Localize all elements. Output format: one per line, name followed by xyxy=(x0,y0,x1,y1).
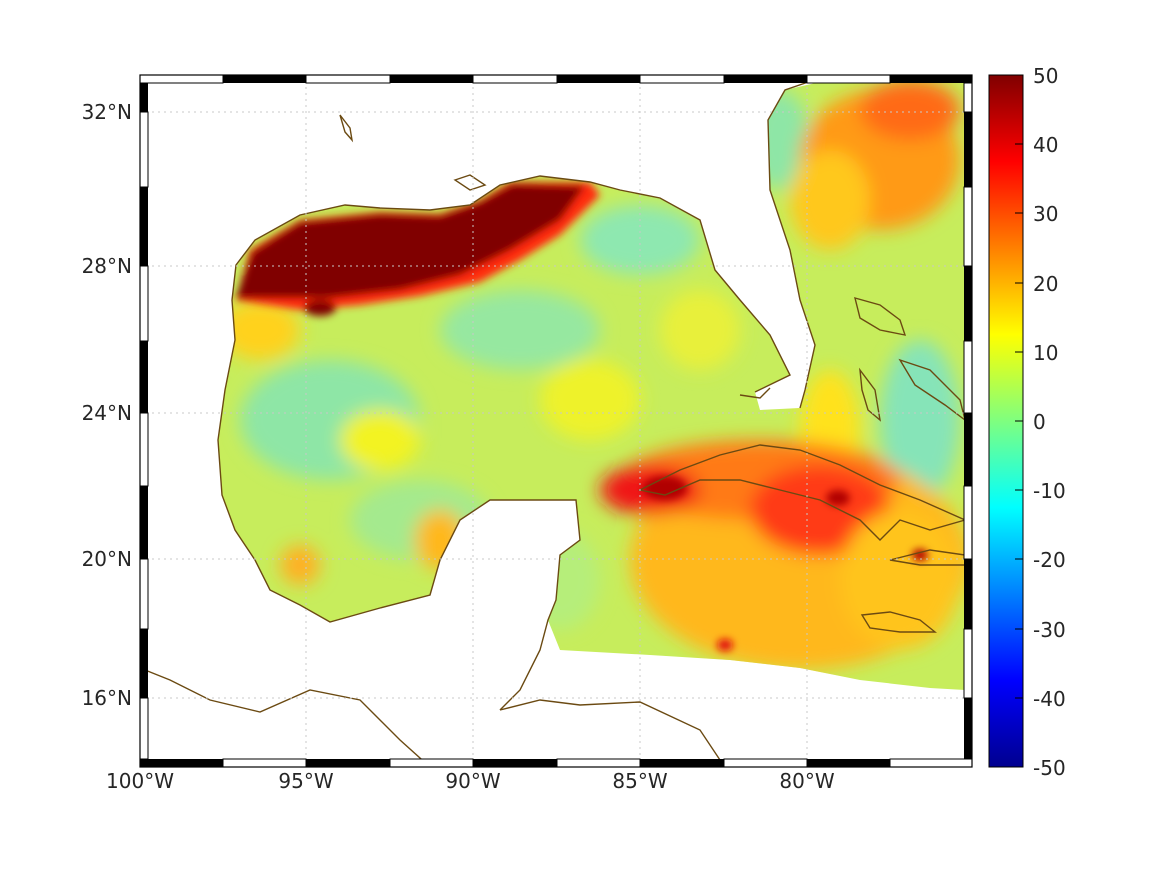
colorbar-tick-neg40: -40 xyxy=(1033,687,1066,711)
lat-tick-labels: 32°N 28°N 24°N 20°N 16°N xyxy=(82,100,132,710)
lon-tick-95w: 95°W xyxy=(278,769,333,793)
lat-tick-20n: 20°N xyxy=(82,547,132,571)
colorbar-tick-40: 40 xyxy=(1033,133,1058,157)
colorbar-tick-50: 50 xyxy=(1033,64,1058,88)
colorbar-tick-20: 20 xyxy=(1033,272,1058,296)
colorbar-tick-10: 10 xyxy=(1033,341,1058,365)
lon-tick-labels: 100°W 95°W 90°W 85°W 80°W xyxy=(106,769,835,793)
lat-tick-28n: 28°N xyxy=(82,254,132,278)
lat-tick-24n: 24°N xyxy=(82,401,132,425)
colorbar-tick-0: 0 xyxy=(1033,410,1046,434)
lon-tick-85w: 85°W xyxy=(612,769,667,793)
lon-tick-100w: 100°W xyxy=(106,769,174,793)
lon-tick-90w: 90°W xyxy=(445,769,500,793)
colorbar-tick-neg30: -30 xyxy=(1033,618,1066,642)
lat-tick-16n: 16°N xyxy=(82,686,132,710)
lon-tick-80w: 80°W xyxy=(779,769,834,793)
map-frame xyxy=(139,74,973,768)
colorbar-tick-neg50: -50 xyxy=(1033,756,1066,780)
grid xyxy=(140,75,972,767)
colorbar-tick-neg20: -20 xyxy=(1033,548,1066,572)
colorbar-tick-30: 30 xyxy=(1033,202,1058,226)
lat-tick-32n: 32°N xyxy=(82,100,132,124)
colorbar-tick-neg10: -10 xyxy=(1033,479,1066,503)
coastline xyxy=(139,77,968,768)
colorbar: 50 40 30 20 10 0 -10 -20 -30 -40 -50 xyxy=(988,64,1066,780)
